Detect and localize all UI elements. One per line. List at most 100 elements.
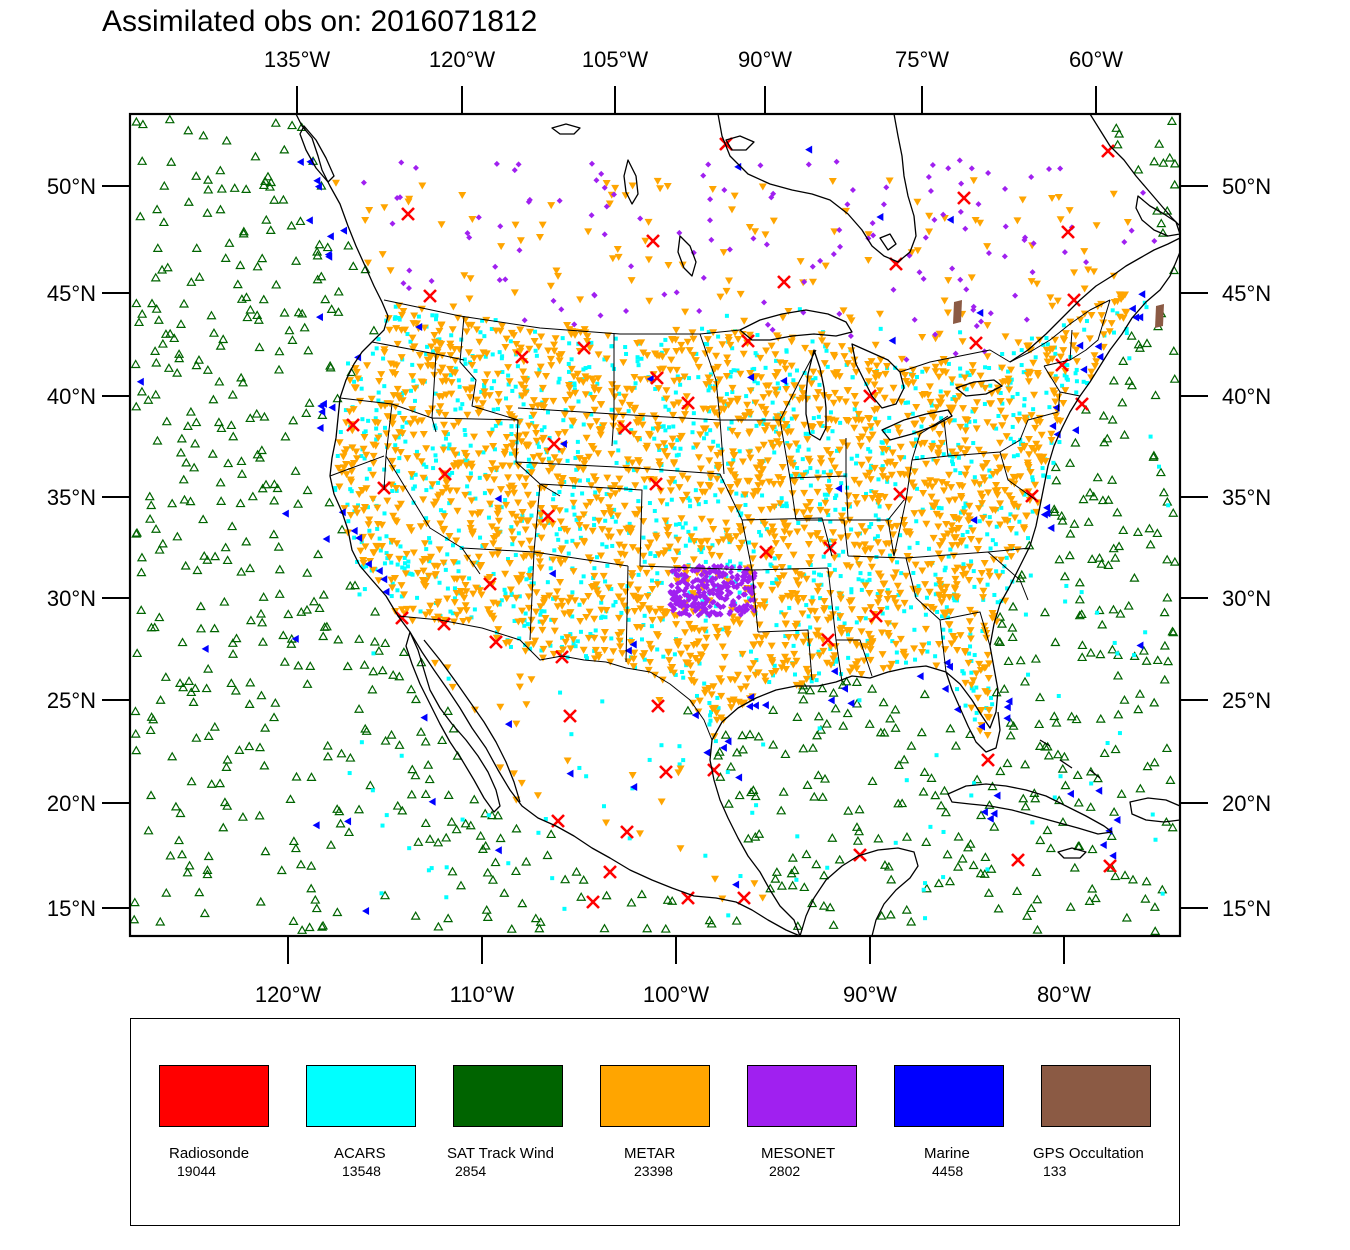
observation-marker (730, 390, 735, 395)
observation-marker (453, 507, 462, 515)
observation-marker (868, 467, 873, 472)
observation-marker (985, 572, 994, 580)
observation-marker (1003, 656, 1014, 666)
observation-marker (444, 895, 449, 900)
observation-marker (516, 516, 525, 524)
observation-marker (828, 920, 839, 929)
observation-marker (1050, 462, 1061, 472)
observation-marker (441, 430, 450, 438)
observation-marker (1127, 356, 1132, 361)
observation-marker (722, 287, 731, 295)
observation-marker (260, 722, 271, 732)
observation-marker (520, 482, 529, 490)
observation-marker (980, 560, 989, 568)
observation-marker (880, 611, 885, 616)
observation-marker (768, 739, 779, 749)
observation-marker (787, 565, 792, 570)
observation-marker (1069, 862, 1080, 872)
observation-marker (605, 200, 614, 208)
observation-marker (463, 361, 468, 366)
observation-marker (670, 607, 677, 614)
us-mexico-border (397, 615, 713, 741)
observation-marker (967, 373, 972, 378)
observation-marker (1059, 400, 1068, 408)
observation-marker (235, 260, 246, 270)
observation-marker (315, 313, 323, 322)
observation-marker (343, 408, 348, 413)
observation-marker (555, 556, 564, 564)
observation-marker (515, 161, 522, 168)
observation-marker (1046, 294, 1055, 302)
observation-marker (808, 466, 813, 471)
observation-marker (694, 363, 703, 371)
observation-marker (696, 308, 703, 315)
observation-marker (269, 479, 280, 489)
observation-marker (949, 552, 958, 560)
observation-marker (1094, 552, 1105, 562)
observation-marker (935, 577, 944, 585)
observation-marker (1087, 311, 1096, 319)
observation-marker (410, 362, 415, 367)
observation-marker (232, 279, 243, 289)
observation-marker (706, 470, 715, 478)
observation-marker (736, 528, 745, 536)
observation-marker (1007, 495, 1016, 503)
observation-marker (993, 491, 1002, 499)
observation-marker (556, 518, 565, 526)
observation-marker (749, 660, 758, 668)
observation-marker (1136, 313, 1144, 322)
observation-marker (952, 515, 961, 523)
observation-marker (678, 610, 685, 617)
observation-marker (301, 604, 313, 614)
observation-marker (926, 477, 935, 485)
observation-marker (583, 338, 592, 346)
observation-marker (828, 687, 839, 697)
observation-marker (353, 375, 362, 383)
observation-marker (810, 339, 815, 344)
observation-marker (416, 314, 421, 319)
observation-marker (794, 368, 799, 373)
observation-marker (465, 295, 474, 303)
observation-marker (956, 423, 965, 431)
observation-marker (494, 626, 503, 634)
observation-marker (689, 556, 698, 564)
observation-marker (151, 303, 162, 313)
observation-marker (906, 400, 911, 405)
observation-marker (697, 547, 702, 552)
observation-marker (708, 236, 715, 243)
observation-marker (359, 740, 364, 745)
observation-marker (1030, 391, 1039, 399)
observation-marker (948, 628, 953, 633)
observation-marker (513, 460, 518, 465)
observation-marker (937, 394, 946, 402)
observation-marker (716, 706, 721, 711)
observation-marker (555, 357, 564, 365)
observation-marker (397, 354, 406, 362)
observation-marker (847, 699, 855, 708)
observation-marker (556, 380, 561, 385)
observation-marker (748, 590, 755, 597)
observation-marker (854, 461, 859, 466)
observation-marker (668, 476, 677, 484)
observation-marker (882, 429, 887, 434)
observation-marker (926, 641, 931, 646)
observation-marker (811, 416, 816, 421)
observation-marker (1015, 391, 1020, 396)
observation-marker (364, 564, 369, 569)
observation-marker (867, 577, 872, 582)
observation-marker (695, 627, 704, 635)
observation-marker (569, 424, 574, 429)
observation-marker (202, 555, 213, 564)
observation-marker (1022, 911, 1033, 920)
observation-marker (774, 554, 783, 562)
observation-marker (442, 706, 453, 715)
observation-marker (486, 500, 495, 508)
observation-marker (419, 496, 428, 504)
observation-marker (241, 292, 252, 302)
observation-marker (604, 544, 609, 549)
observation-marker (651, 699, 665, 713)
observation-marker (558, 475, 567, 483)
observation-marker (472, 396, 481, 404)
observation-marker (991, 687, 1002, 697)
observation-marker (918, 786, 929, 796)
